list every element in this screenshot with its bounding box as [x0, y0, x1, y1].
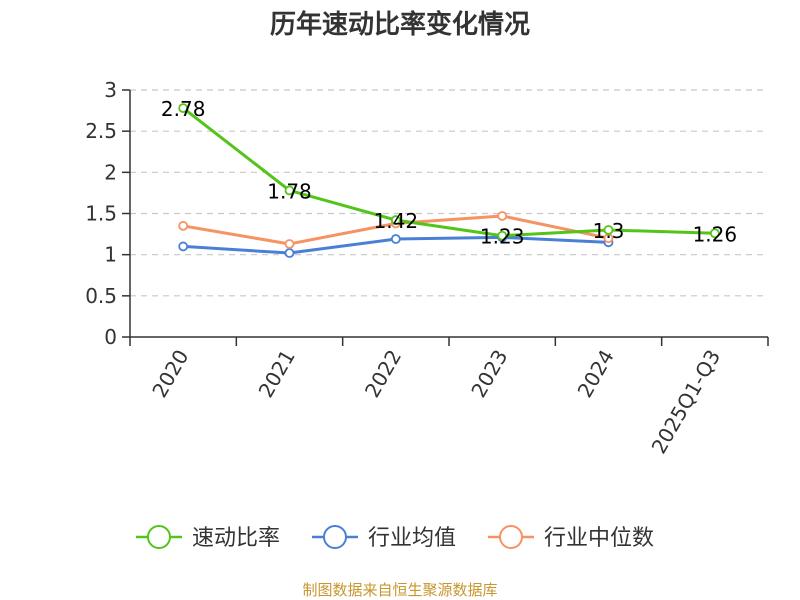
source-note: 制图数据来自恒生聚源数据库 [302, 581, 497, 599]
data-label: 1.3 [593, 219, 625, 243]
data-point[interactable] [709, 228, 720, 239]
x-tick-label: 2025Q1-Q3 [646, 346, 725, 458]
data-label: 1.26 [693, 222, 738, 246]
y-tick-label: 1.5 [85, 202, 117, 226]
x-axis: 2020 2021 2022 2023 2024 2025Q1-Q3 [129, 336, 769, 458]
data-point[interactable] [390, 215, 401, 225]
data-label: 1.23 [480, 225, 525, 249]
x-tick-label: 2020 [147, 346, 193, 402]
legend-marker [499, 525, 523, 549]
y-tick-label: 3 [104, 78, 117, 102]
legend-label: 行业均值 [368, 526, 456, 551]
x-tick-label: 2023 [466, 345, 512, 401]
y-tick-label: 2 [104, 160, 117, 184]
y-tick-label: 0.5 [85, 284, 117, 308]
y-tick-label: 1 [104, 243, 117, 267]
data-point[interactable] [603, 225, 614, 235]
legend[interactable]: 速动比率 行业均值 行业中位数 [136, 525, 654, 551]
x-tick-label: 2021 [254, 346, 300, 402]
y-tick-label: 2.5 [85, 119, 117, 143]
y-tick-label: 0 [104, 325, 117, 349]
x-tick-label: 2022 [360, 346, 406, 402]
data-label: 2.78 [161, 97, 206, 121]
legend-label: 行业中位数 [544, 526, 654, 551]
data-label: 1.78 [267, 179, 312, 203]
legend-marker [147, 525, 171, 549]
chart-title: 历年速动比率变化情况 [270, 9, 530, 40]
y-axis: 0 0.5 1 1.5 2 2.5 3 [85, 78, 131, 349]
data-point[interactable] [178, 241, 189, 252]
data-point[interactable] [178, 103, 189, 114]
data-point[interactable] [284, 185, 295, 196]
data-point[interactable] [284, 239, 295, 249]
legend-marker [323, 525, 347, 549]
data-point[interactable] [178, 220, 189, 231]
data-label: 1.42 [374, 209, 419, 233]
data-point[interactable] [284, 248, 295, 258]
legend-item-2[interactable]: 行业中位数 [488, 525, 654, 551]
x-tick-label: 2024 [573, 346, 619, 402]
series-line-0 [182, 106, 715, 238]
legend-item-0[interactable]: 速动比率 [136, 525, 280, 551]
series-group [178, 103, 720, 258]
legend-label: 速动比率 [192, 526, 280, 551]
legend-item-1[interactable]: 行业均值 [312, 525, 456, 551]
data-labels: 2.78 1.78 1.42 1.23 1.3 1.26 [161, 97, 737, 249]
data-point[interactable] [390, 234, 401, 244]
data-point[interactable] [497, 211, 508, 221]
grid [130, 89, 768, 297]
data-point[interactable] [497, 230, 508, 241]
